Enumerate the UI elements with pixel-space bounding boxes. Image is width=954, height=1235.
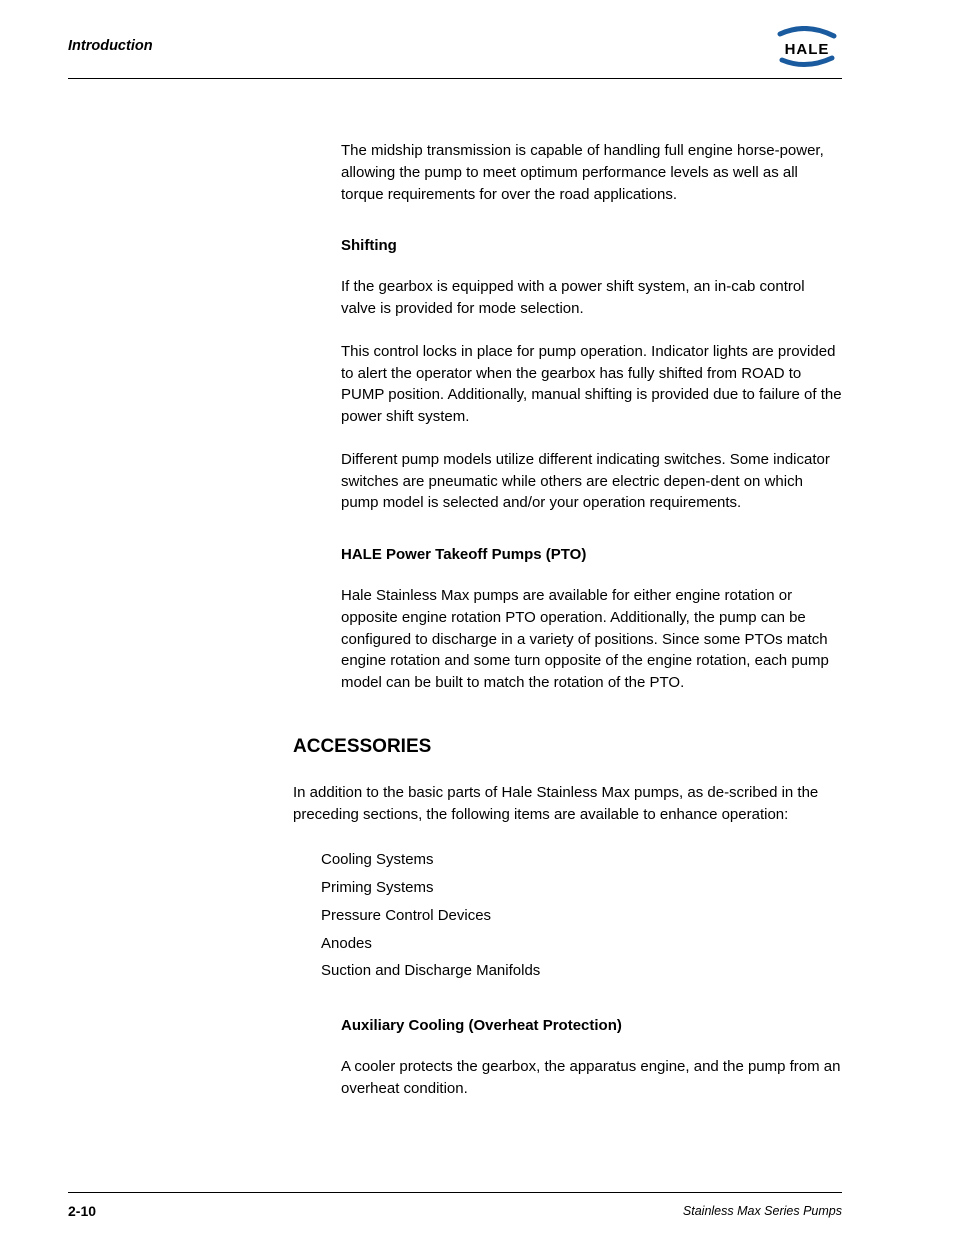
accessories-heading: ACCESSORIES [293,736,843,758]
aux-cooling-heading: Auxiliary Cooling (Overheat Protection) [341,1017,843,1034]
list-item: Cooling Systems [321,846,843,874]
page-header: Introduction [68,38,842,54]
content-area: The midship transmission is capable of h… [293,140,843,1121]
page-footer: 2-10 Stainless Max Series Pumps [68,1203,842,1219]
hale-logo: HALE [768,26,846,75]
footer-rule [68,1192,842,1193]
aux-cooling-block: Auxiliary Cooling (Overheat Protection) … [341,1017,843,1100]
intro-paragraph: The midship transmission is capable of h… [341,140,843,205]
shifting-heading: Shifting [341,237,843,254]
header-section-title: Introduction [68,38,153,54]
intro-block: The midship transmission is capable of h… [341,140,843,694]
list-item: Pressure Control Devices [321,902,843,930]
pto-heading: HALE Power Takeoff Pumps (PTO) [341,546,843,563]
accessories-list: Cooling Systems Priming Systems Pressure… [321,846,843,985]
list-item: Anodes [321,930,843,958]
list-item: Suction and Discharge Manifolds [321,957,843,985]
footer-title: Stainless Max Series Pumps [683,1204,842,1218]
list-item: Priming Systems [321,874,843,902]
pto-p1: Hale Stainless Max pumps are available f… [341,585,843,694]
aux-cooling-p1: A cooler protects the gearbox, the appar… [341,1056,843,1100]
shifting-p1: If the gearbox is equipped with a power … [341,276,843,320]
shifting-p2: This control locks in place for pump ope… [341,341,843,428]
accessories-intro: In addition to the basic parts of Hale S… [293,782,843,826]
shifting-p3: Different pump models utilize different … [341,449,843,514]
header-rule [68,78,842,79]
svg-text:HALE: HALE [785,41,830,58]
page-number: 2-10 [68,1203,96,1219]
